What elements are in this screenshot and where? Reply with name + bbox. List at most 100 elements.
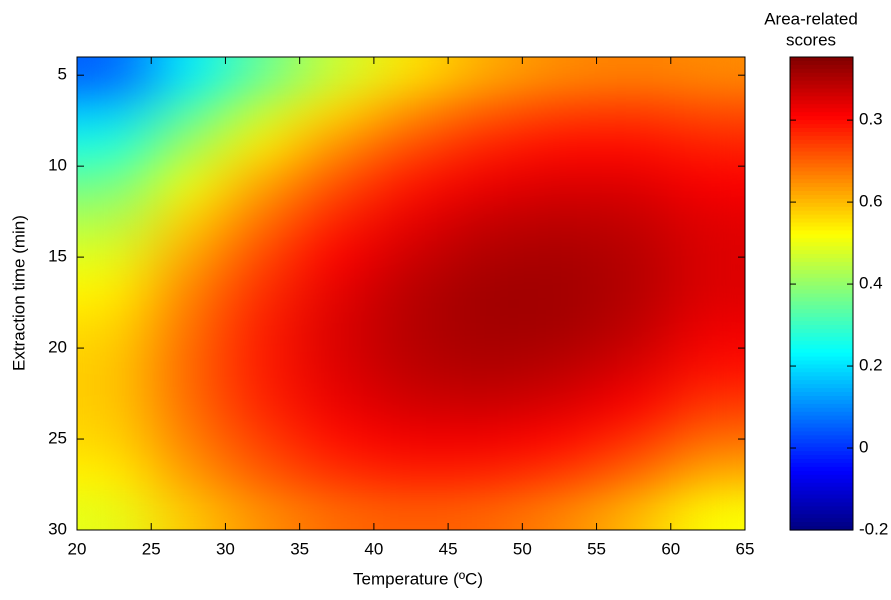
heat-cell — [522, 202, 598, 240]
heat-cell — [77, 166, 152, 204]
heat-cell — [299, 493, 375, 530]
colorbar-strip — [790, 352, 853, 358]
heat-cell — [448, 457, 523, 495]
heat-cell — [151, 129, 226, 167]
colorbar-strip — [790, 522, 853, 527]
heat-cell — [373, 275, 449, 313]
colorbar-strip — [790, 368, 853, 373]
heat-cell — [151, 348, 226, 385]
colorbar-strip — [790, 459, 853, 464]
colorbar-strip — [790, 265, 853, 271]
colorbar-strip — [790, 506, 853, 511]
colorbar-strip — [790, 194, 853, 200]
colorbar-strip — [790, 222, 853, 228]
colorbar-strip — [790, 474, 853, 480]
colorbar-tick-label: -0.2 — [859, 519, 888, 538]
colorbar-strip — [790, 143, 853, 149]
x-tick-label: 50 — [513, 539, 532, 558]
heat-cell — [670, 493, 745, 530]
x-tick-label: 55 — [587, 539, 606, 558]
x-tick-label: 25 — [142, 539, 161, 558]
colorbar-strip — [790, 514, 853, 519]
colorbar-strip — [790, 147, 853, 153]
heat-cell — [448, 275, 523, 313]
heat-cell — [522, 457, 598, 495]
heat-cell — [225, 202, 301, 240]
heat-cell — [596, 57, 672, 94]
heat-cell — [522, 348, 598, 385]
heat-cell — [522, 57, 598, 94]
heat-cell — [670, 420, 745, 458]
colorbar-strip — [790, 135, 853, 141]
colorbar-strip — [790, 526, 853, 531]
colorbar-strip — [790, 230, 853, 235]
colorbar-strip — [790, 462, 853, 468]
heat-cell — [596, 166, 672, 204]
colorbar-strip — [790, 328, 853, 334]
heat-cell — [448, 238, 523, 276]
heat-cell — [77, 348, 152, 385]
heat-cell — [225, 166, 301, 204]
heat-cell — [77, 311, 152, 349]
heat-cell — [299, 93, 375, 131]
heat-cell — [448, 93, 523, 131]
heat-cell — [448, 129, 523, 167]
heat-cell — [225, 129, 301, 167]
colorbar-strip — [790, 175, 853, 180]
colorbar-strip — [790, 392, 853, 397]
colorbar-strip — [790, 64, 853, 70]
heat-cell — [151, 166, 226, 204]
colorbar-strip — [790, 277, 853, 283]
colorbar-strip — [790, 179, 853, 184]
heat-cell — [225, 348, 301, 385]
colorbar-strip — [790, 210, 853, 216]
colorbar-strip — [790, 332, 853, 338]
heat-cell — [522, 493, 598, 530]
colorbar-strip — [790, 127, 853, 133]
heat-cell — [299, 202, 375, 240]
heat-cell — [670, 311, 745, 349]
colorbar-strip — [790, 191, 853, 196]
colorbar-strip — [790, 108, 853, 113]
colorbar-strip — [790, 419, 853, 425]
colorbar-tick-label: 0.3 — [859, 110, 883, 129]
colorbar-strip — [790, 297, 853, 302]
heat-cell — [596, 275, 672, 313]
x-tick-label: 20 — [68, 539, 87, 558]
heat-cell — [299, 348, 375, 385]
colorbar-strip — [790, 317, 853, 322]
heat-cell — [448, 57, 523, 94]
heat-cell — [77, 493, 152, 530]
colorbar-strip — [790, 269, 853, 275]
heat-cell — [77, 93, 152, 131]
heat-cell — [299, 457, 375, 495]
colorbar-strip — [790, 234, 853, 239]
heat-cell — [373, 202, 449, 240]
heat-cell — [448, 311, 523, 349]
colorbar — [790, 57, 853, 531]
colorbar-strip — [790, 384, 853, 389]
colorbar-strip — [790, 443, 853, 448]
heat-cell — [77, 57, 152, 94]
heat-cell — [522, 93, 598, 131]
colorbar-strip — [790, 60, 853, 66]
colorbar-strip — [790, 116, 853, 121]
heat-cell — [596, 348, 672, 385]
heat-cell — [373, 311, 449, 349]
heat-cell — [522, 384, 598, 422]
heat-cell — [596, 93, 672, 131]
colorbar-strip — [790, 289, 853, 295]
heatmap — [77, 57, 745, 530]
colorbar-strip — [790, 242, 853, 247]
heat-cell — [670, 166, 745, 204]
colorbar-strip — [790, 258, 853, 263]
heat-cell — [225, 275, 301, 313]
heat-cell — [596, 129, 672, 167]
colorbar-strip — [790, 163, 853, 168]
heat-cell — [448, 202, 523, 240]
heatmap-cells — [77, 57, 745, 530]
colorbar-strip — [790, 124, 853, 129]
heat-cell — [522, 238, 598, 276]
colorbar-strip — [790, 68, 853, 74]
y-tick-label: 30 — [48, 519, 67, 538]
